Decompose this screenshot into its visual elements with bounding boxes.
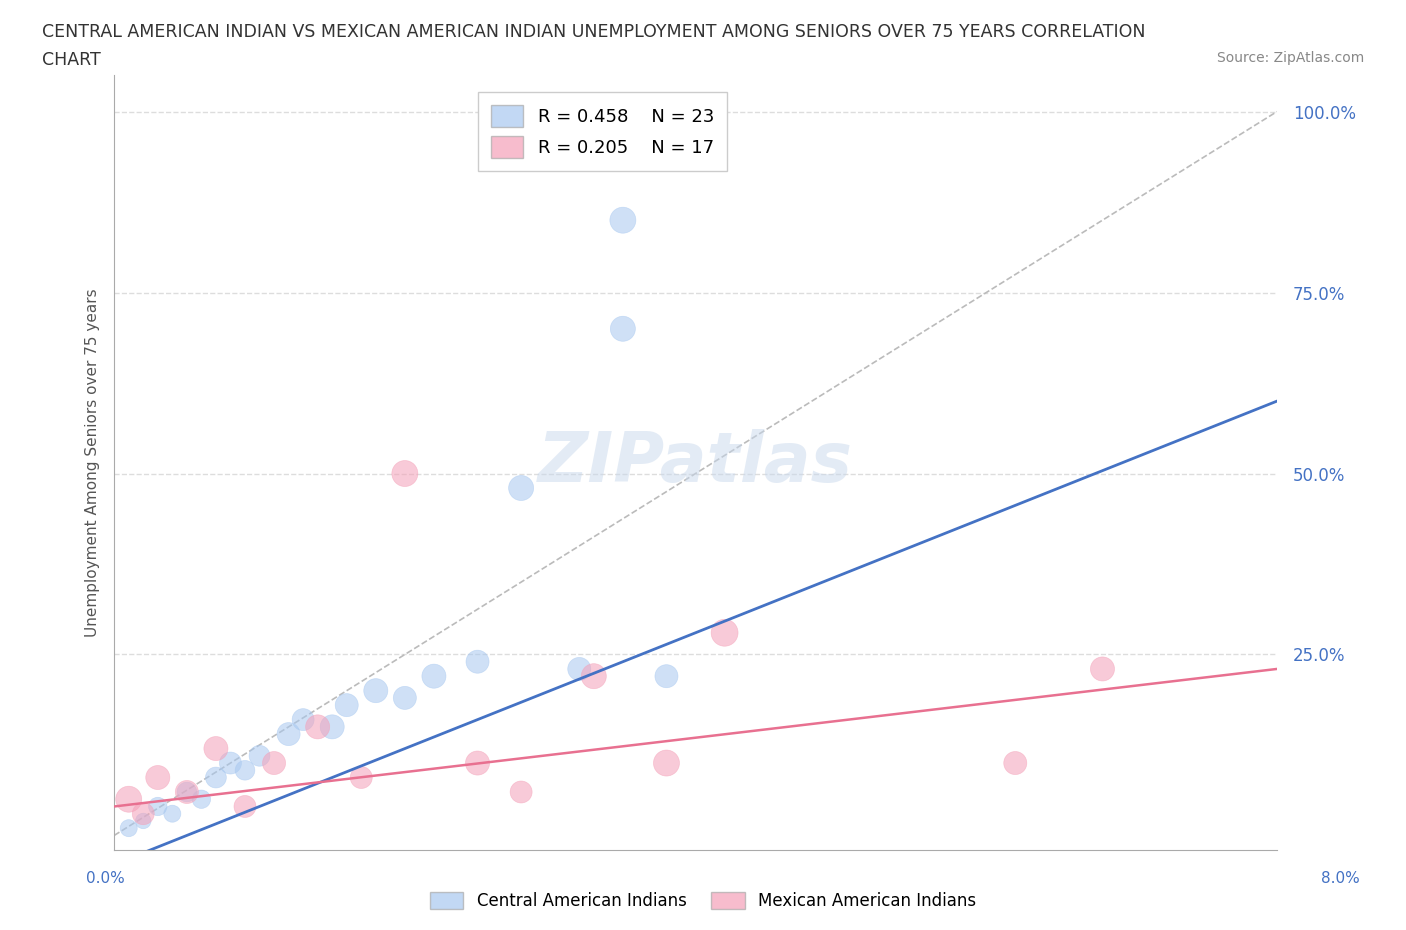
Point <box>292 712 315 727</box>
Point <box>1091 661 1114 676</box>
Point <box>307 720 329 735</box>
Point <box>467 755 489 770</box>
Point <box>655 669 678 684</box>
Point <box>467 655 489 670</box>
Point <box>205 770 228 785</box>
Point <box>190 791 212 806</box>
Point <box>321 720 343 735</box>
Point <box>423 669 446 684</box>
Point <box>176 785 198 800</box>
Point <box>394 466 416 481</box>
Point <box>394 690 416 705</box>
Point <box>146 799 169 814</box>
Point <box>118 821 141 836</box>
Legend: R = 0.458    N = 23, R = 0.205    N = 17: R = 0.458 N = 23, R = 0.205 N = 17 <box>478 92 727 170</box>
Text: ZIPatlas: ZIPatlas <box>538 429 853 497</box>
Y-axis label: Unemployment Among Seniors over 75 years: Unemployment Among Seniors over 75 years <box>86 288 100 637</box>
Point <box>612 213 634 228</box>
Point <box>655 755 678 770</box>
Point <box>146 770 169 785</box>
Point <box>568 661 591 676</box>
Point <box>582 669 605 684</box>
Text: 0.0%: 0.0% <box>86 871 125 886</box>
Legend: Central American Indians, Mexican American Indians: Central American Indians, Mexican Americ… <box>423 885 983 917</box>
Text: CHART: CHART <box>42 51 101 69</box>
Point <box>233 799 256 814</box>
Point <box>350 770 373 785</box>
Point <box>205 741 228 756</box>
Point <box>713 625 735 640</box>
Point <box>219 755 242 770</box>
Point <box>162 806 184 821</box>
Point <box>118 791 141 806</box>
Point <box>233 763 256 777</box>
Point <box>249 749 271 764</box>
Text: Source: ZipAtlas.com: Source: ZipAtlas.com <box>1216 51 1364 65</box>
Point <box>510 785 533 800</box>
Point <box>132 806 155 821</box>
Point <box>176 785 198 800</box>
Point <box>263 755 285 770</box>
Point <box>336 698 359 712</box>
Point <box>1004 755 1026 770</box>
Text: 8.0%: 8.0% <box>1320 871 1360 886</box>
Text: CENTRAL AMERICAN INDIAN VS MEXICAN AMERICAN INDIAN UNEMPLOYMENT AMONG SENIORS OV: CENTRAL AMERICAN INDIAN VS MEXICAN AMERI… <box>42 23 1146 41</box>
Point <box>510 481 533 496</box>
Point <box>132 814 155 829</box>
Point <box>612 322 634 337</box>
Point <box>364 684 387 698</box>
Point <box>277 726 299 741</box>
